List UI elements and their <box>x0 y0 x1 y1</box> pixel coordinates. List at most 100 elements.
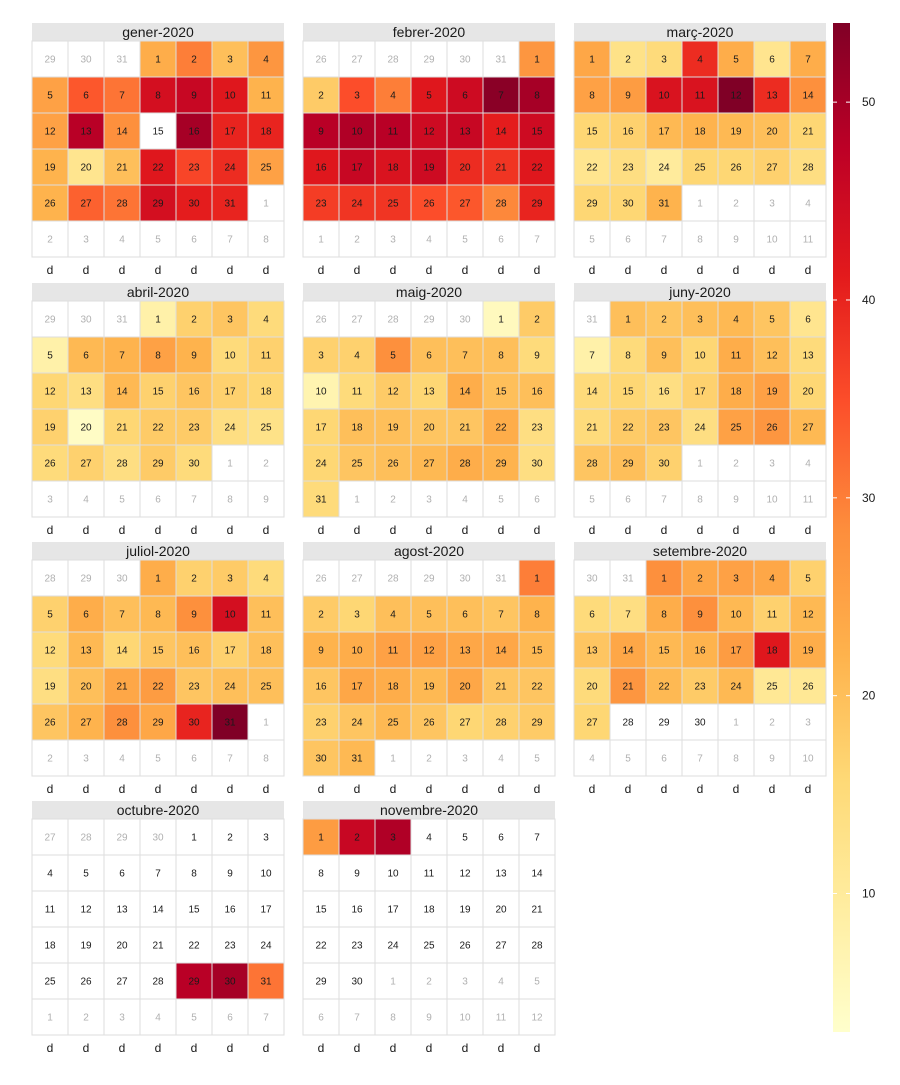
month-header <box>32 283 284 301</box>
day-cell <box>247 76 285 114</box>
day-label: 3 <box>390 833 396 844</box>
day-label: 25 <box>260 163 272 174</box>
day-label: 13 <box>116 905 128 916</box>
day-label: 25 <box>260 682 272 693</box>
day-label: 11 <box>388 646 399 657</box>
day-label: 25 <box>387 718 399 729</box>
day-cell <box>211 480 249 518</box>
day-label: 1 <box>697 199 703 210</box>
weekday-label: d <box>47 263 54 277</box>
day-cell <box>645 300 683 338</box>
day-cell <box>645 220 683 258</box>
day-label: 18 <box>387 163 399 174</box>
day-label: 9 <box>318 127 324 138</box>
day-label: 4 <box>426 235 432 246</box>
day-label: 25 <box>387 199 399 210</box>
day-cell <box>518 926 556 964</box>
day-label: 3 <box>263 833 269 844</box>
day-label: 4 <box>263 315 269 326</box>
day-label: 27 <box>80 199 92 210</box>
day-label: 5 <box>83 869 89 880</box>
weekday-label: d <box>534 1041 541 1055</box>
day-cell <box>645 667 683 705</box>
day-label: 16 <box>224 905 236 916</box>
day-label: 23 <box>622 163 634 174</box>
day-label: 15 <box>152 646 164 657</box>
day-cell <box>247 220 285 258</box>
day-cell <box>681 408 719 446</box>
day-label: 25 <box>351 459 363 470</box>
day-cell <box>103 372 141 410</box>
day-label: 8 <box>227 495 233 506</box>
day-label: 12 <box>423 646 435 657</box>
day-label: 4 <box>805 459 811 470</box>
day-label: 29 <box>44 55 56 66</box>
day-label: 28 <box>387 55 399 66</box>
day-label: 18 <box>260 127 272 138</box>
day-label: 11 <box>695 91 706 102</box>
day-label: 24 <box>658 163 670 174</box>
day-label: 6 <box>625 235 631 246</box>
day-label: 5 <box>155 754 161 765</box>
day-label: 13 <box>80 646 92 657</box>
day-label: 6 <box>462 91 468 102</box>
day-cell <box>338 220 376 258</box>
day-label: 28 <box>387 574 399 585</box>
day-label: 14 <box>586 387 598 398</box>
day-label: 17 <box>260 905 272 916</box>
day-label: 3 <box>227 315 233 326</box>
day-cell <box>410 372 448 410</box>
day-cell <box>482 480 520 518</box>
day-label: 6 <box>769 55 775 66</box>
day-label: 5 <box>733 55 739 66</box>
day-cell <box>67 220 105 258</box>
weekday-label: d <box>661 263 668 277</box>
day-label: 23 <box>531 423 543 434</box>
day-label: 17 <box>224 646 236 657</box>
day-label: 5 <box>589 235 595 246</box>
day-label: 30 <box>658 459 670 470</box>
day-cell <box>139 854 177 892</box>
day-cell <box>518 148 556 186</box>
weekday-label: d <box>625 782 632 796</box>
day-label: 17 <box>658 127 670 138</box>
day-cell <box>446 703 484 741</box>
day-cell <box>247 112 285 150</box>
day-label: 2 <box>83 1013 89 1024</box>
day-label: 1 <box>534 574 540 585</box>
day-cell <box>175 184 213 222</box>
day-label: 27 <box>495 941 507 952</box>
day-label: 11 <box>352 387 363 398</box>
day-label: 2 <box>47 235 53 246</box>
day-label: 23 <box>188 163 200 174</box>
day-label: 3 <box>733 574 739 585</box>
day-label: 4 <box>498 754 504 765</box>
day-cell <box>211 667 249 705</box>
day-label: 28 <box>622 718 634 729</box>
day-cell <box>518 184 556 222</box>
day-cell <box>410 739 448 777</box>
day-cell <box>717 220 755 258</box>
day-label: 12 <box>766 351 778 362</box>
day-cell <box>645 112 683 150</box>
legend-tick-label: 20 <box>862 689 876 703</box>
day-cell <box>31 480 69 518</box>
day-cell <box>302 336 340 374</box>
weekday-label: d <box>534 523 541 537</box>
day-label: 13 <box>459 646 471 657</box>
day-cell <box>302 998 340 1036</box>
day-cell <box>302 76 340 114</box>
day-cell <box>573 444 611 482</box>
day-label: 26 <box>44 459 56 470</box>
weekday-label: d <box>83 782 90 796</box>
day-label: 17 <box>351 682 363 693</box>
day-label: 11 <box>45 905 56 916</box>
day-cell <box>681 372 719 410</box>
day-label: 22 <box>188 941 200 952</box>
day-cell <box>518 962 556 1000</box>
day-cell <box>302 559 340 597</box>
day-label: 8 <box>155 351 161 362</box>
day-label: 2 <box>263 459 269 470</box>
day-label: 24 <box>224 423 236 434</box>
day-label: 19 <box>766 387 778 398</box>
